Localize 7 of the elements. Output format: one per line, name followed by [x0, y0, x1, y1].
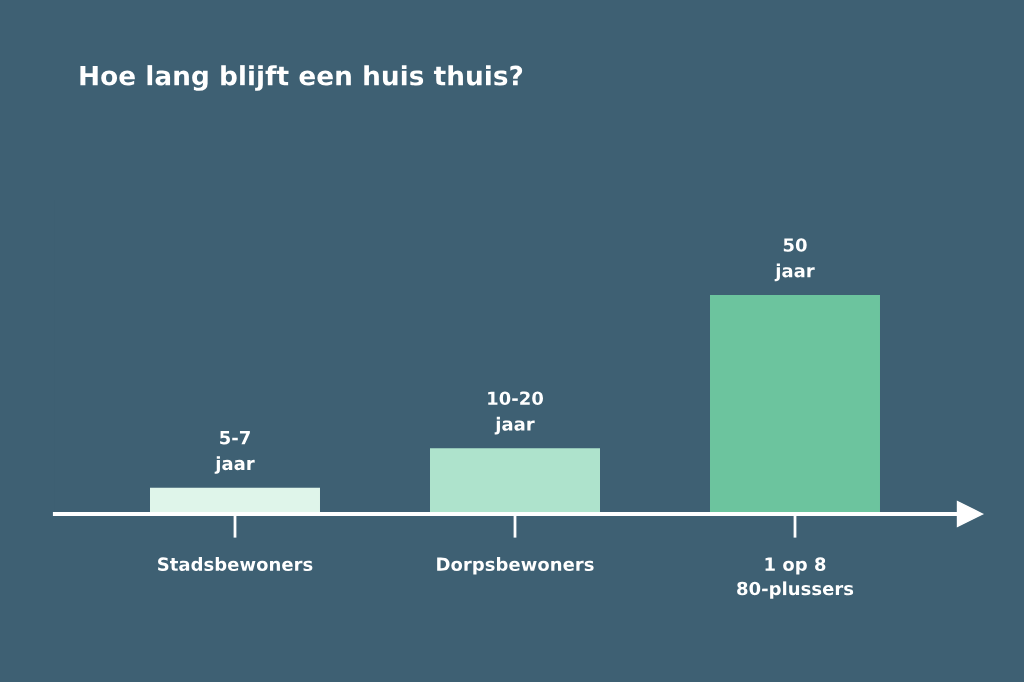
chart-title: Hoe lang blijft een huis thuis? [80, 65, 523, 91]
data-label: 50 jaar [774, 238, 815, 282]
x-tick-label: 1 op 8 80-plussers [737, 557, 854, 599]
data-label: 10-20 jaar [488, 391, 544, 435]
data-label: 5-7 jaar [214, 431, 255, 474]
x-tick-label: Stadsbewoners [158, 557, 313, 572]
x-tick-label: Dorpsbewoners [437, 557, 594, 575]
